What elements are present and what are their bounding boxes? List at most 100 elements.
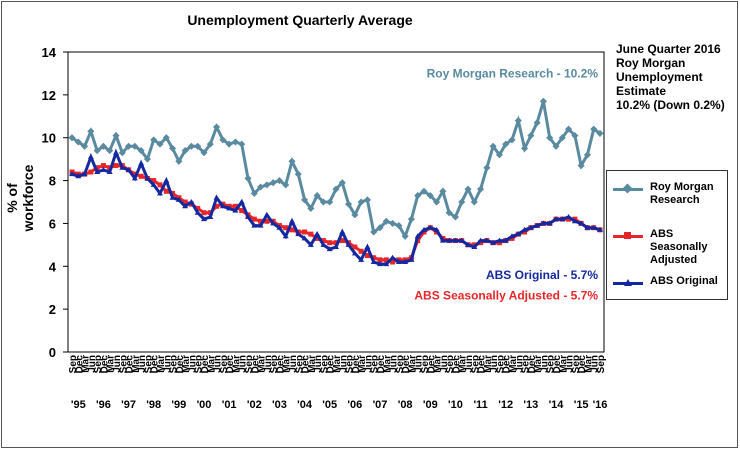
data-point: [364, 253, 370, 259]
data-point: [75, 173, 82, 179]
data-point: [338, 179, 346, 187]
x-tick-label: Jun: [238, 355, 249, 373]
data-point: [339, 238, 345, 244]
data-point: [408, 256, 415, 262]
data-point: [283, 225, 289, 231]
data-point: [225, 140, 233, 148]
data-point: [81, 171, 88, 177]
x-tick-label: Jun: [87, 355, 98, 373]
year-label: '16: [593, 399, 608, 411]
data-point: [138, 160, 145, 166]
data-point: [131, 142, 139, 150]
y-tick-label: 10: [42, 131, 56, 146]
x-tick-label: Sep: [169, 355, 180, 373]
data-point: [106, 169, 113, 174]
legend: Roy Morgan Research ABS Seasonally Adjus…: [606, 170, 728, 300]
x-tick-label: Mar: [458, 355, 469, 373]
data-point: [401, 232, 409, 240]
data-point: [377, 257, 383, 263]
data-point: [364, 244, 371, 249]
x-tick-label: Sep: [571, 355, 582, 373]
data-point: [150, 136, 158, 144]
x-tick-label: Dec: [527, 355, 538, 374]
year-label: '01: [222, 399, 237, 411]
x-tick-label: Jun: [389, 355, 400, 373]
year-label: '10: [448, 399, 463, 411]
data-point: [276, 224, 283, 230]
data-point: [118, 149, 126, 157]
x-tick-label: Sep: [370, 355, 381, 373]
x-tick-label: Dec: [74, 355, 85, 374]
data-point: [213, 194, 220, 200]
data-point: [559, 216, 566, 222]
year-label: '06: [347, 399, 362, 411]
data-point: [509, 235, 515, 241]
data-point: [345, 241, 352, 247]
x-tick-label: Mar: [231, 355, 242, 373]
x-tick-label: Jun: [464, 355, 475, 373]
data-point: [163, 188, 169, 194]
x-tick-label: Dec: [376, 355, 387, 374]
x-tick-label: Sep: [194, 355, 205, 373]
x-tick-label: Dec: [477, 355, 488, 374]
data-point: [182, 199, 188, 205]
data-point: [314, 235, 320, 241]
data-point: [263, 181, 271, 189]
x-tick-label: Mar: [382, 355, 393, 373]
x-tick-label: Dec: [250, 355, 261, 374]
x-tick-label: Dec: [150, 355, 161, 374]
x-tick-label: Jun: [539, 355, 550, 373]
x-tick-label: Mar: [508, 355, 519, 373]
x-tick-label: Sep: [143, 355, 154, 373]
x-tick-label: Jun: [363, 355, 374, 373]
x-tick-label: Mar: [433, 355, 444, 373]
data-point: [239, 208, 245, 214]
data-point: [219, 203, 226, 209]
x-tick-label: Sep: [395, 355, 406, 373]
data-point: [138, 173, 144, 179]
data-point: [258, 218, 264, 224]
x-tick-label: Jun: [187, 355, 198, 373]
data-point: [546, 220, 553, 226]
data-point: [326, 246, 333, 252]
x-tick-label: Mar: [558, 355, 569, 373]
data-point: [414, 192, 422, 200]
x-tick-label: Dec: [351, 355, 362, 374]
data-point: [81, 142, 89, 150]
data-point: [496, 240, 502, 246]
data-point: [301, 235, 308, 241]
series-annotation: Roy Morgan Research - 10.2%: [427, 67, 599, 81]
square-marker-icon: [624, 232, 631, 239]
x-tick-label: Mar: [131, 355, 142, 373]
data-point: [371, 255, 377, 261]
data-point: [363, 196, 371, 204]
estimate-line: Roy Morgan: [616, 56, 686, 70]
x-tick-label: Sep: [244, 355, 255, 373]
data-point: [257, 222, 264, 228]
y-tick-label: 0: [49, 345, 56, 360]
data-point: [319, 198, 327, 206]
data-point: [213, 123, 221, 131]
x-tick-label: Sep: [546, 355, 557, 373]
x-tick-label: Dec: [577, 355, 588, 374]
data-point: [313, 192, 321, 200]
x-tick-label: Mar: [282, 355, 293, 373]
data-point: [106, 147, 114, 155]
data-point: [269, 179, 277, 187]
data-point: [477, 185, 485, 193]
x-tick-label: Mar: [357, 355, 368, 373]
year-label: '08: [398, 399, 413, 411]
x-tick-label: Mar: [257, 355, 268, 373]
data-point: [534, 222, 541, 228]
x-tick-label: Sep: [294, 355, 305, 373]
x-tick-label: Jun: [263, 355, 274, 373]
year-label: '97: [121, 399, 136, 411]
data-point: [181, 147, 189, 155]
data-point: [232, 207, 239, 213]
data-point: [370, 259, 377, 264]
data-point: [137, 147, 145, 155]
data-point: [433, 226, 440, 232]
x-tick-label: Sep: [118, 355, 129, 373]
data-point: [162, 134, 170, 142]
data-point: [465, 241, 471, 247]
